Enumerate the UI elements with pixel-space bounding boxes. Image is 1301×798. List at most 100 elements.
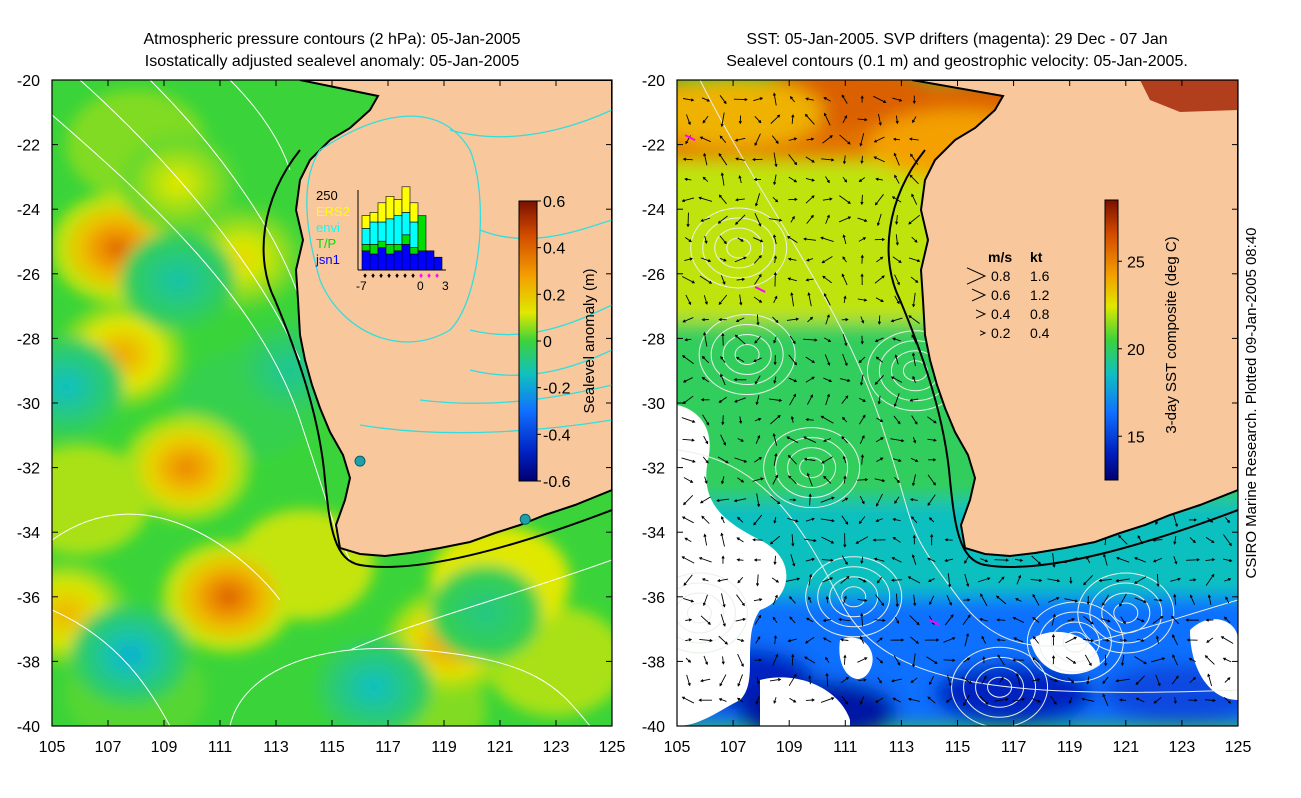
velocity-arrow (704, 235, 708, 245)
velocity-arrow (788, 197, 798, 201)
velocity-arrow (684, 257, 694, 261)
velocity-arrow (1135, 675, 1145, 686)
velocity-arrow (1051, 613, 1056, 626)
velocity-arrow (821, 536, 835, 544)
velocity-arrow (1012, 616, 1025, 623)
inset-bar-jsn1 (409, 253, 419, 271)
sealevel-contour (702, 217, 776, 279)
velocity-arrow (910, 636, 919, 644)
velocity-arrow (736, 277, 746, 281)
velocity-arrow (788, 673, 797, 687)
velocity-arrow (787, 638, 797, 643)
velocity-arrow (981, 635, 987, 644)
velocity-arrow (875, 437, 884, 443)
velocity-arrow (1172, 513, 1178, 528)
velocity-arrow (876, 417, 884, 423)
anomaly-high (110, 344, 134, 365)
velocity-arrow (787, 257, 797, 261)
velocity-arrow (964, 633, 970, 647)
velocity-arrow (804, 538, 817, 543)
velocity-arrow (721, 656, 725, 665)
velocity-arrow (703, 152, 708, 166)
velocity-arrow (733, 97, 748, 102)
velocity-arrow (825, 214, 830, 224)
velocity-arrow (839, 378, 851, 382)
velocity-arrow (773, 516, 777, 524)
velocity-arrow (1050, 695, 1057, 705)
velocity-arrow (719, 135, 727, 144)
inset-bar-ERS2 (393, 199, 403, 216)
svp-drifters (684, 134, 940, 626)
velocity-arrow (841, 94, 848, 104)
velocity-arrow (913, 594, 917, 607)
velocity-arrow (720, 373, 726, 386)
inset-bar-T/P (401, 234, 411, 245)
velocity-arrow (681, 516, 694, 524)
x-tick-label-117: 117 (1001, 739, 1027, 756)
velocity-arrow (858, 678, 867, 682)
velocity-arrow (825, 672, 829, 687)
inset-bar-envi (369, 221, 379, 245)
inset-bar-envi (385, 218, 395, 245)
velocity-arrow (911, 415, 918, 425)
velocity-arrow (1030, 578, 1043, 582)
velocity-arrow (789, 96, 795, 103)
velocity-arrow (1207, 673, 1213, 687)
velocity-arrow (787, 517, 799, 523)
velocity-arrow (908, 137, 919, 141)
velocity-arrow (860, 556, 864, 565)
velocity-arrow (929, 595, 935, 606)
y-tick-label--20: -20 (17, 73, 40, 90)
y-tick-label--38: -38 (17, 654, 40, 671)
inset-bar-envi (361, 228, 371, 245)
velocity-arrow (839, 195, 851, 204)
velocity-arrow (698, 196, 713, 202)
velocity-arrow (733, 498, 747, 503)
velocity-arrow (739, 294, 743, 306)
velocity-arrow (894, 496, 900, 504)
velocity-arrow (788, 377, 798, 383)
velocity-arrow (701, 97, 711, 102)
velocity-arrow (683, 598, 695, 603)
sealevel-contour (829, 576, 879, 618)
velocity-arrow (1015, 598, 1022, 602)
velocity-arrow (994, 697, 1009, 702)
velocity-arrow (856, 478, 869, 482)
velocity-arrow (790, 292, 795, 307)
velocity-arrow (790, 415, 794, 423)
velocity-arrow (733, 378, 747, 382)
velocity-arrow (876, 256, 884, 263)
inset-bar-jsn1 (433, 256, 443, 271)
sealevel-contour (677, 572, 748, 654)
sealevel-contour (677, 582, 736, 644)
velocity-arrow (734, 397, 746, 403)
velocity-arrow (910, 457, 919, 463)
right-cloud-mask (677, 405, 1238, 726)
velocity-arrow (1153, 598, 1163, 602)
velocity-arrow (892, 256, 902, 263)
velocity-arrow (738, 175, 742, 184)
velocity-legend-row4-ms: 0.2 (991, 325, 1011, 341)
velocity-arrow (1103, 553, 1108, 566)
velocity-legend-row1-kt: 1.6 (1030, 268, 1050, 284)
inset-bar-T/P (385, 244, 395, 255)
right-shelf-contour (887, 149, 1238, 568)
velocity-arrow (789, 393, 797, 406)
velocity-arrow (1170, 577, 1181, 582)
velocity-arrow (1224, 578, 1232, 582)
velocity-arrow (842, 353, 848, 367)
anomaly-high (104, 237, 129, 258)
velocity-arrow (859, 635, 865, 644)
sst-cool-patch (933, 663, 1094, 724)
sst-warm-patch (677, 80, 824, 148)
velocity-arrow (734, 334, 746, 345)
x-tick-label-115: 115 (945, 739, 971, 756)
velocity-arrow (1118, 534, 1128, 545)
velocity-arrow (771, 577, 780, 583)
anomaly-low (118, 644, 143, 665)
velocity-arrow (927, 557, 936, 563)
velocity-arrow (874, 618, 886, 622)
x-tick-label-119: 119 (1057, 739, 1083, 756)
velocity-arrow (736, 594, 745, 607)
velocity-arrow (807, 292, 812, 307)
